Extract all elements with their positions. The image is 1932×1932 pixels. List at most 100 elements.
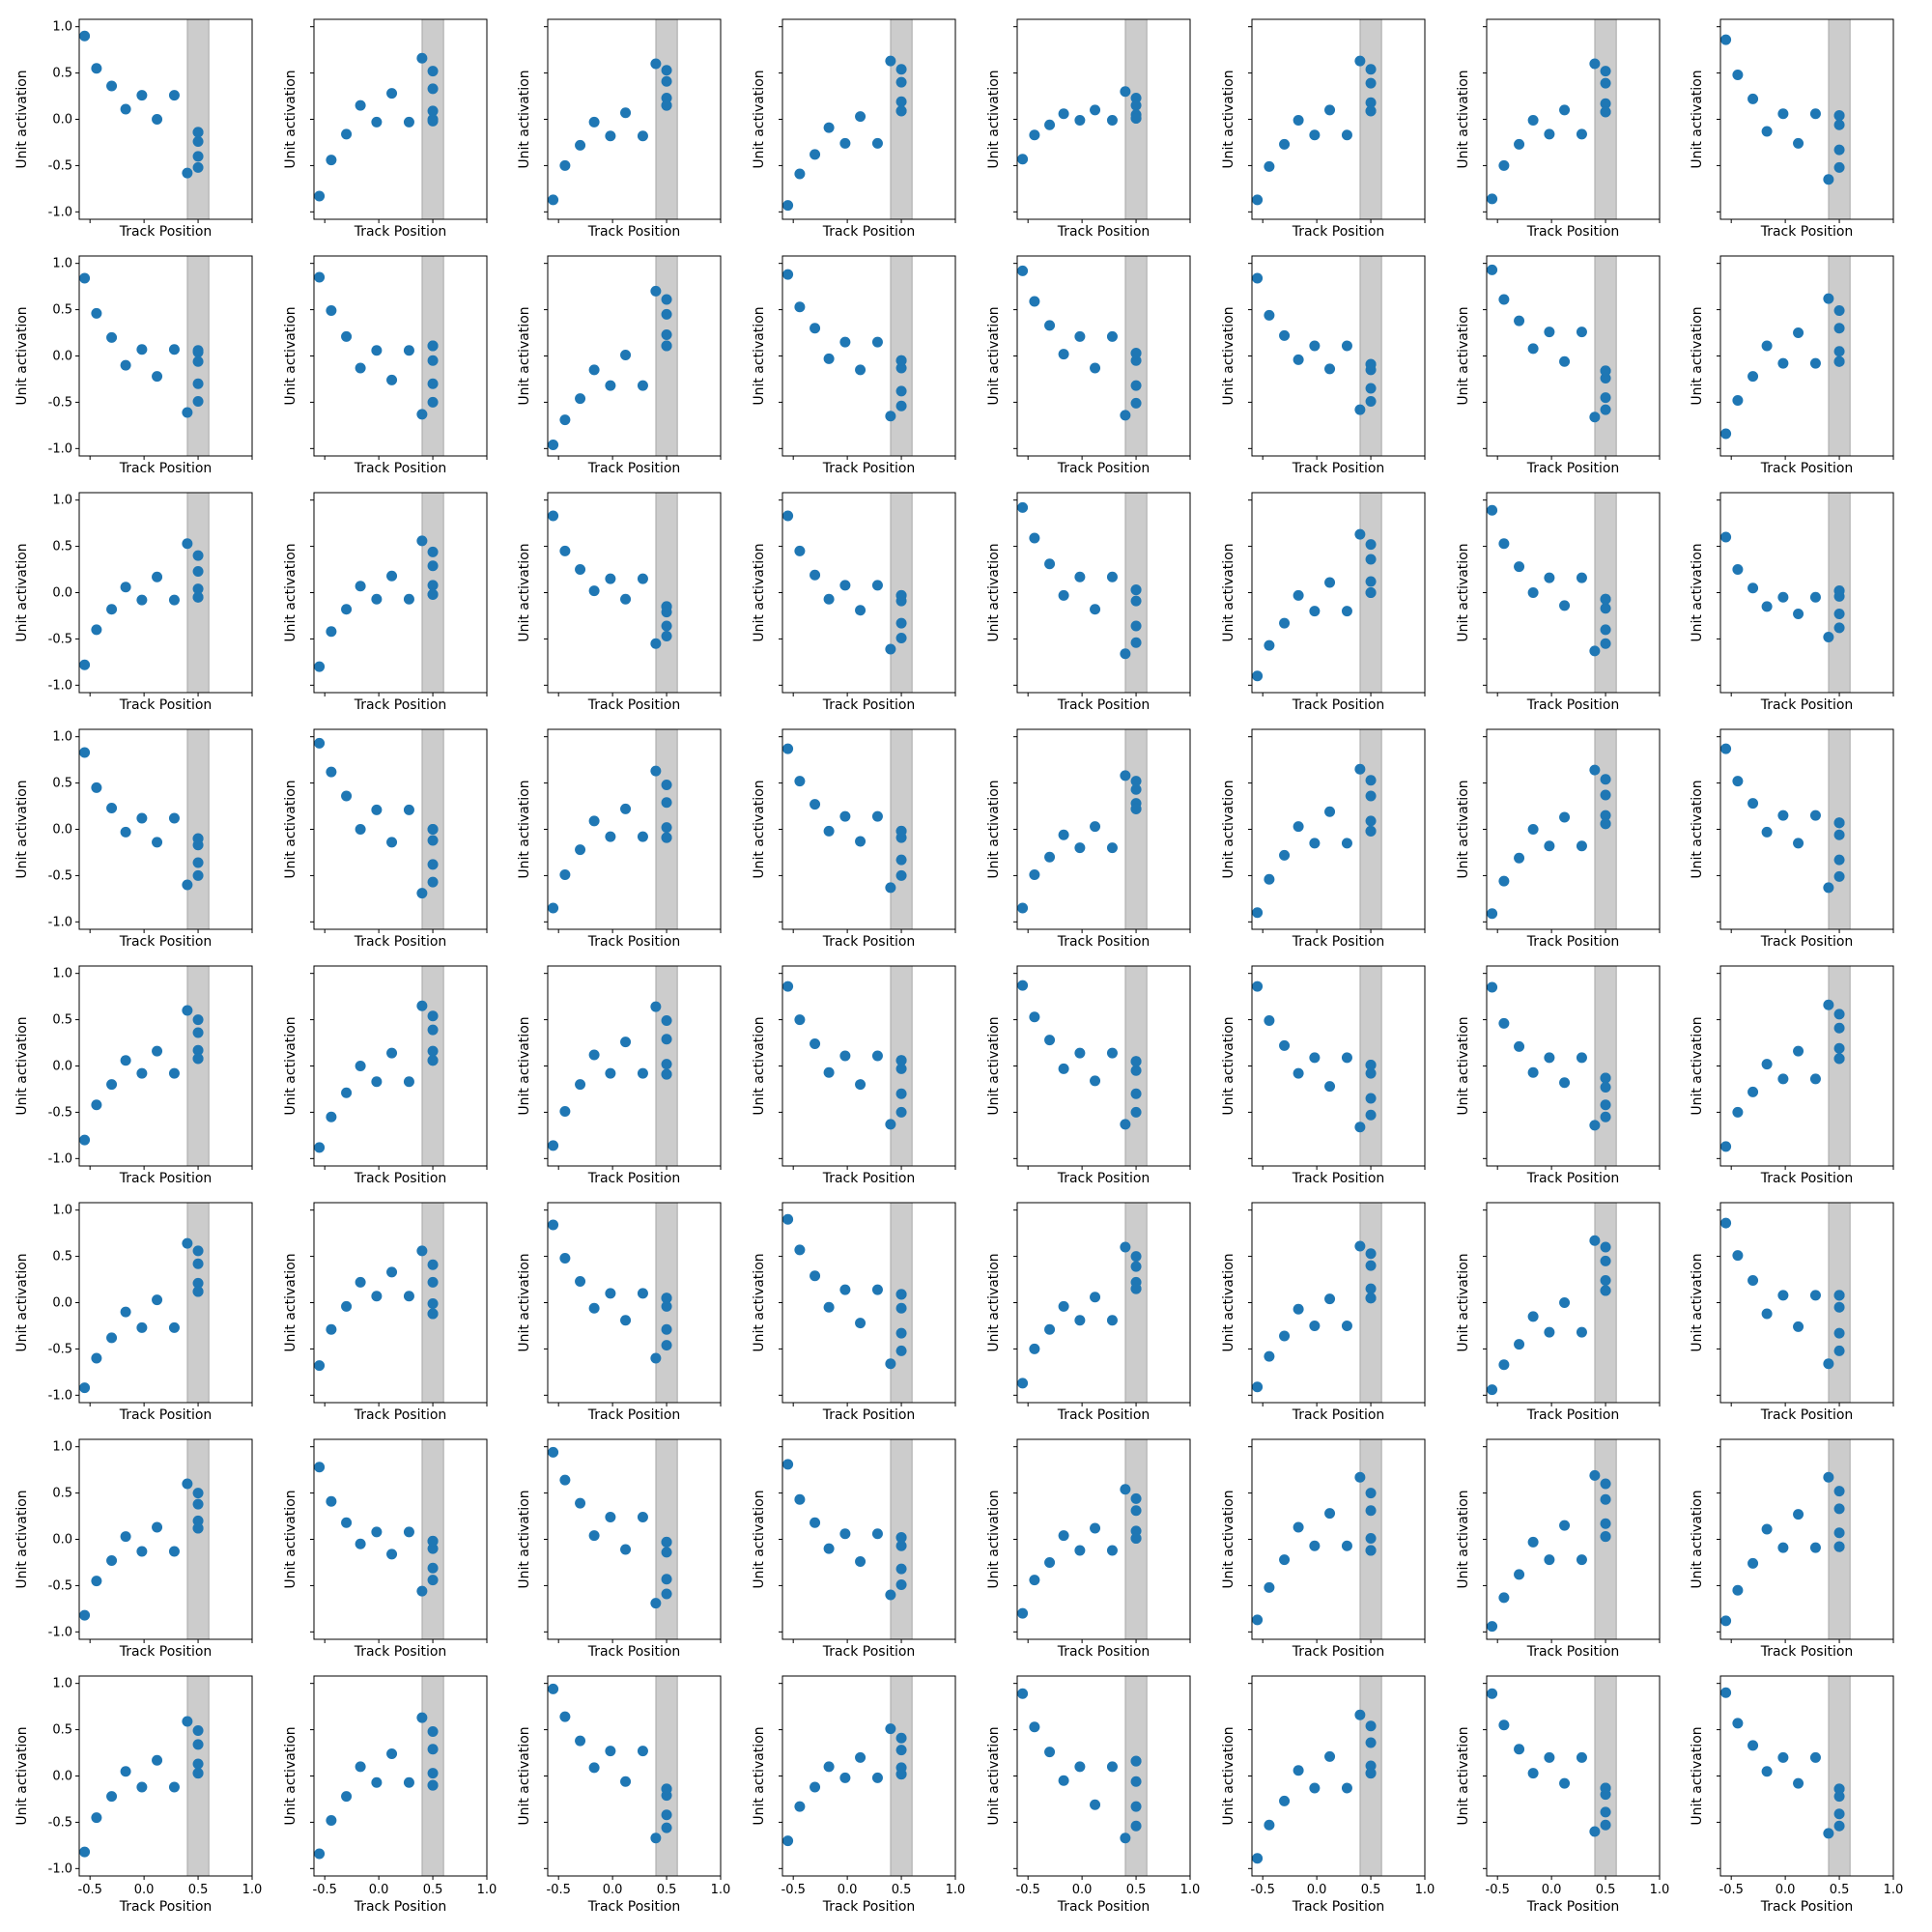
data-point — [895, 1732, 907, 1744]
data-point — [1058, 349, 1069, 360]
x-axis-label: Track Position — [1057, 1407, 1151, 1423]
plot-frame — [547, 728, 722, 930]
x-axis-label: Track Position — [1057, 1899, 1151, 1915]
y-tick-label: 0.0 — [52, 1770, 72, 1784]
plot-frame — [1016, 1675, 1191, 1877]
y-axis-label: Unit activation — [1456, 543, 1471, 641]
y-axis-label: Unit activation — [14, 780, 30, 878]
data-point — [1732, 776, 1744, 787]
data-point — [885, 1119, 896, 1130]
data-point — [1809, 108, 1821, 120]
plot-frame — [1719, 965, 1894, 1167]
data-point — [1074, 330, 1086, 342]
x-axis-label: Track Position — [822, 1644, 916, 1660]
x-axis-label: Track Position — [1760, 224, 1854, 240]
data-point — [1365, 1283, 1377, 1294]
data-point — [1252, 194, 1264, 206]
data-point — [605, 380, 616, 391]
data-point — [1252, 907, 1264, 919]
data-point — [1732, 70, 1744, 80]
data-point — [895, 1769, 907, 1780]
data-point — [782, 980, 794, 992]
data-point — [895, 1345, 907, 1356]
data-point — [1044, 1323, 1056, 1335]
data-point — [1365, 1093, 1377, 1104]
data-point — [1823, 1471, 1834, 1483]
y-axis-label: Unit activation — [14, 1253, 30, 1351]
data-point — [1833, 609, 1845, 620]
data-point — [192, 857, 204, 868]
data-point — [605, 1067, 616, 1079]
subplot: Track Position Unit activation — [1221, 965, 1426, 1186]
data-point — [1720, 1615, 1732, 1627]
y-tick-label: -1.0 — [48, 678, 72, 693]
data-point — [1090, 821, 1101, 833]
shaded-region — [1594, 1675, 1617, 1877]
data-point — [661, 75, 672, 87]
shaded-region — [655, 255, 678, 457]
data-point — [386, 837, 398, 848]
y-axis-label: Unit activation — [283, 1253, 298, 1351]
data-point — [1793, 1321, 1804, 1332]
data-point — [855, 1751, 867, 1763]
y-tick-label: 1.0 — [52, 1440, 72, 1455]
data-point — [1777, 357, 1789, 369]
data-point — [1293, 1303, 1304, 1315]
y-axis-label: Unit activation — [986, 780, 1002, 878]
subplot: -0.5 0.0 0.5 1.0 Track Position Unit activati… — [517, 1675, 730, 1915]
data-point — [427, 1297, 439, 1309]
data-point — [661, 1822, 672, 1833]
data-point — [386, 1047, 398, 1059]
data-point — [1130, 595, 1142, 607]
subplot: Track Position Unit activation — [1690, 1438, 1894, 1660]
data-point — [1029, 1721, 1040, 1733]
data-point — [1341, 1052, 1352, 1064]
data-point — [1130, 1505, 1142, 1517]
data-point — [427, 1276, 439, 1288]
data-point — [403, 345, 414, 356]
data-point — [1044, 320, 1056, 331]
data-point — [1264, 639, 1275, 651]
data-point — [1833, 1009, 1845, 1020]
data-point — [1293, 1067, 1304, 1079]
data-point — [895, 617, 907, 629]
data-point — [620, 1776, 632, 1787]
data-point — [192, 1739, 204, 1750]
subplot: -1.0 -0.5 0.0 0.5 1.0 Track Position Unit acti… — [14, 18, 253, 240]
data-point — [895, 64, 907, 75]
x-tick-label: -0.5 — [78, 1883, 102, 1897]
data-point — [326, 1495, 337, 1507]
x-tick-label: -0.5 — [313, 1883, 337, 1897]
data-point — [182, 1237, 193, 1249]
data-point — [1365, 1760, 1377, 1772]
subplot: -1.0 -0.5 0.0 0.5 1.0 Track Position Unit acti… — [14, 492, 253, 713]
y-axis-label: Unit activation — [1456, 1016, 1471, 1115]
data-point — [1600, 106, 1611, 118]
data-point — [1747, 371, 1759, 383]
data-point — [371, 804, 383, 815]
plot-frame — [1016, 1202, 1191, 1404]
data-point — [895, 400, 907, 412]
data-point — [1559, 1077, 1571, 1089]
data-point — [650, 1352, 662, 1364]
x-axis-label: Track Position — [1760, 934, 1854, 950]
data-point — [1514, 852, 1525, 864]
data-point — [1833, 355, 1845, 367]
data-point — [341, 1300, 353, 1312]
data-point — [1130, 620, 1142, 632]
y-axis-label: Unit activation — [14, 1016, 30, 1115]
data-point — [341, 790, 353, 802]
data-point — [782, 743, 794, 754]
x-axis-label: Track Position — [1526, 934, 1620, 950]
data-point — [314, 190, 326, 202]
data-point — [839, 810, 851, 822]
data-point — [1365, 105, 1377, 117]
data-point — [1130, 99, 1142, 111]
subplot: Track Position Unit activation — [283, 492, 488, 713]
data-point — [637, 1288, 648, 1299]
data-point — [1809, 1290, 1821, 1301]
x-tick-label: 0.5 — [657, 1883, 677, 1897]
plot-frame — [78, 255, 253, 457]
data-point — [1833, 854, 1845, 866]
data-point — [79, 659, 91, 670]
